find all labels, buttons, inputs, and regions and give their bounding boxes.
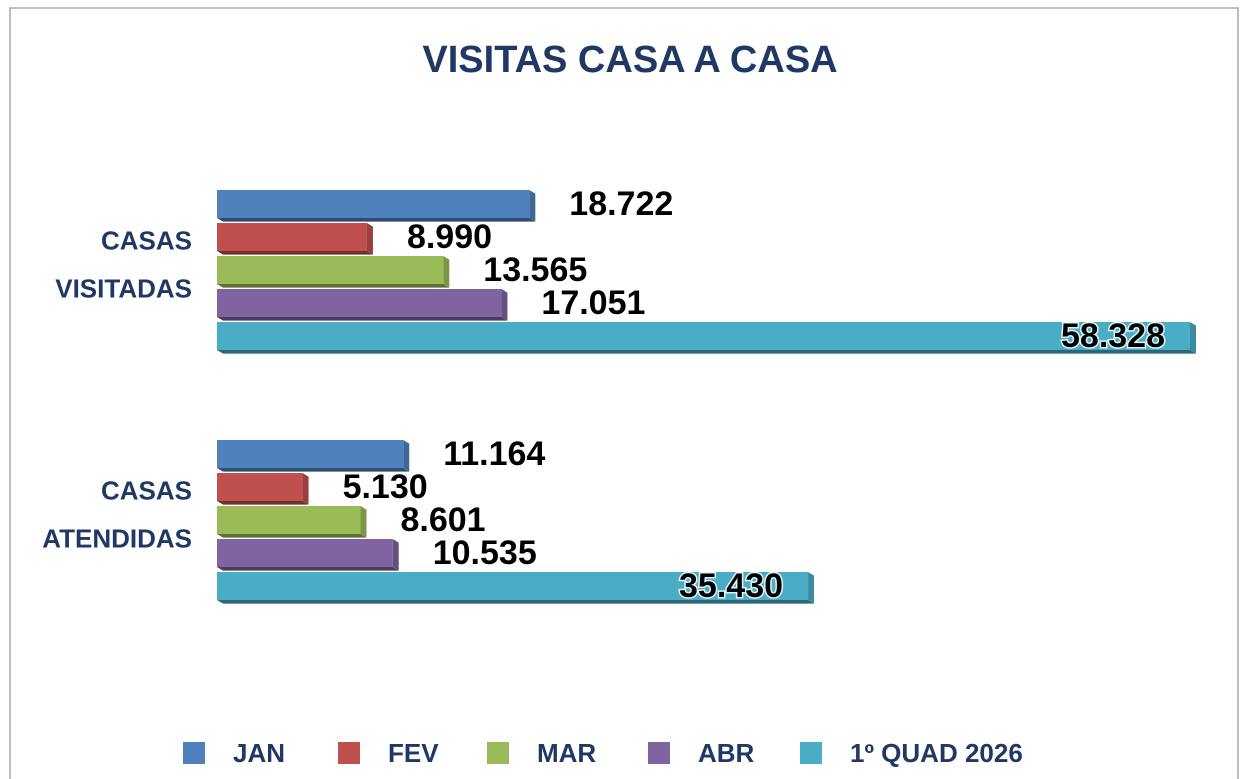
legend-swatch bbox=[338, 742, 360, 764]
bar-bottom bbox=[217, 218, 536, 222]
category-label: CASAS VISITADAS bbox=[55, 225, 192, 303]
value-label: 10.535 bbox=[433, 534, 537, 572]
value-label: 8.990 bbox=[407, 218, 492, 256]
value-label: 11.164 bbox=[443, 435, 545, 473]
bar bbox=[217, 289, 502, 317]
bar-side bbox=[403, 440, 410, 472]
bar-side bbox=[1190, 322, 1196, 354]
legend-label: 1º QUAD 2026 bbox=[850, 738, 1023, 768]
legend-label: MAR bbox=[537, 738, 596, 768]
legend-label: ABR bbox=[698, 738, 755, 768]
bar bbox=[217, 256, 444, 284]
bar-side bbox=[529, 190, 536, 222]
bar-side bbox=[360, 506, 367, 538]
bar-side bbox=[366, 223, 373, 255]
bar bbox=[217, 473, 303, 501]
legend-label: FEV bbox=[388, 738, 439, 768]
bar-side bbox=[443, 256, 450, 288]
bar-bottom bbox=[217, 284, 450, 288]
legend-swatch bbox=[800, 742, 822, 764]
bar bbox=[217, 190, 530, 218]
bar bbox=[217, 322, 1190, 350]
bar-bottom bbox=[217, 317, 508, 321]
value-label: 17.051 bbox=[541, 284, 645, 322]
value-label: 13.565 bbox=[483, 251, 587, 289]
bar bbox=[217, 572, 809, 600]
chart-border bbox=[9, 7, 1239, 779]
bar-side bbox=[302, 473, 309, 505]
legend-swatch bbox=[183, 742, 205, 764]
bar-bottom bbox=[217, 350, 1196, 354]
value-label: 35.430 bbox=[679, 567, 783, 605]
legend-swatch bbox=[487, 742, 509, 764]
bar-bottom bbox=[217, 501, 309, 505]
bar-bottom bbox=[217, 468, 410, 472]
bar-bottom bbox=[217, 567, 399, 571]
bar-bottom bbox=[217, 600, 815, 604]
chart-title: VISITAS CASA A CASA bbox=[422, 39, 837, 81]
value-label: 58.328 bbox=[1061, 317, 1165, 355]
value-label: 18.722 bbox=[569, 185, 673, 223]
bar bbox=[217, 440, 404, 468]
bar bbox=[217, 223, 367, 251]
legend-swatch bbox=[648, 742, 670, 764]
bar-side bbox=[392, 539, 399, 571]
bar-bottom bbox=[217, 251, 373, 255]
bar-bottom bbox=[217, 534, 367, 538]
value-label: 8.601 bbox=[400, 501, 485, 539]
bar bbox=[217, 539, 393, 567]
category-label: CASAS ATENDIDAS bbox=[42, 475, 192, 553]
bar-side bbox=[501, 289, 508, 321]
bar-side bbox=[808, 572, 815, 604]
legend-label: JAN bbox=[233, 738, 285, 768]
bar bbox=[217, 506, 361, 534]
value-label: 5.130 bbox=[343, 468, 428, 506]
